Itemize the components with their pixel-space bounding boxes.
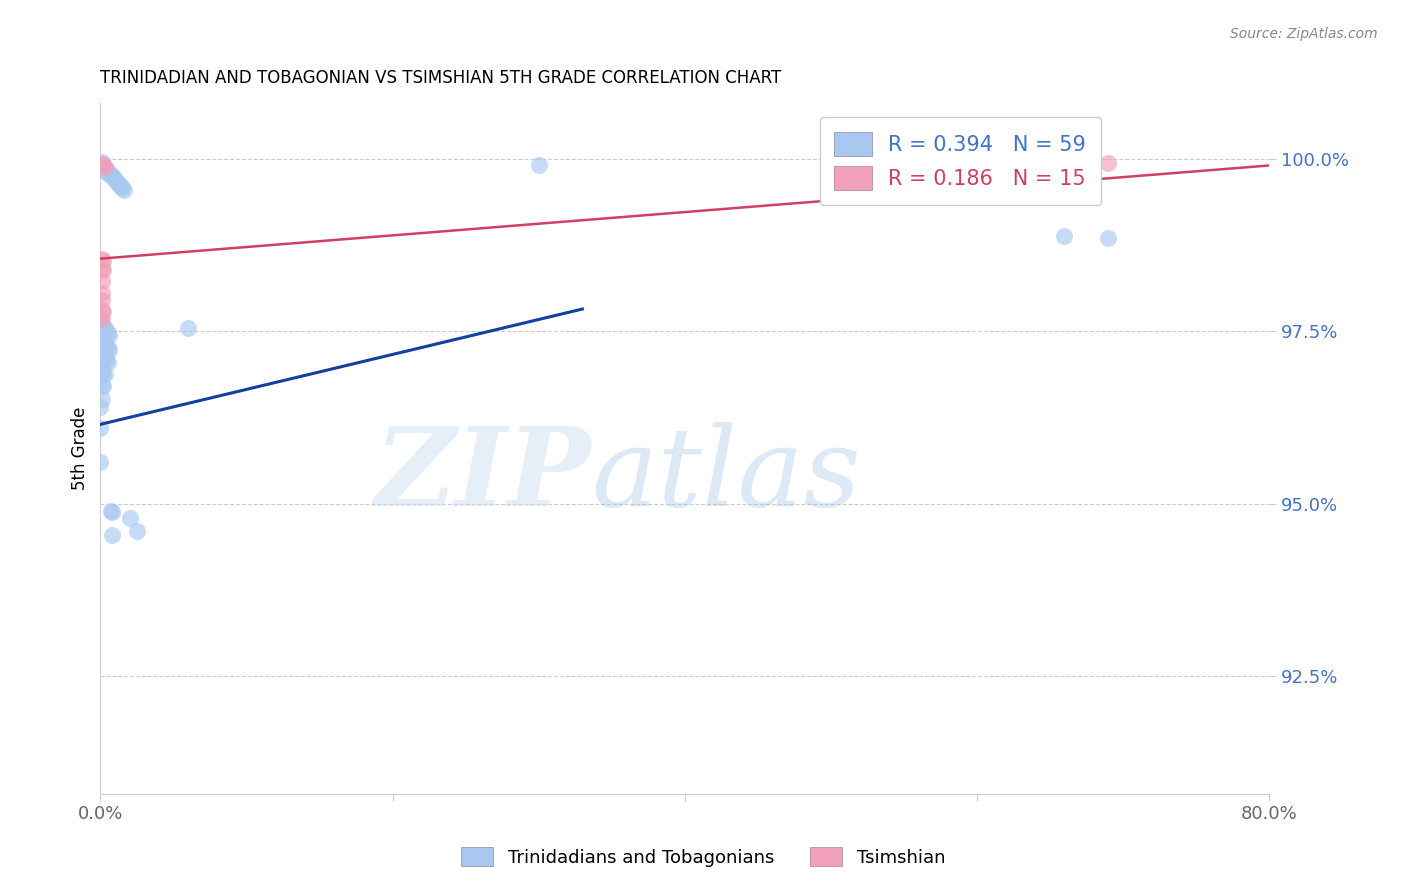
Point bbox=[90, 334, 112, 349]
Point bbox=[90, 157, 112, 171]
Point bbox=[90, 378, 112, 392]
Point bbox=[96, 324, 118, 338]
Point bbox=[100, 168, 122, 182]
Point bbox=[91, 366, 114, 380]
Point bbox=[104, 172, 127, 186]
Point bbox=[90, 342, 112, 356]
Text: Source: ZipAtlas.com: Source: ZipAtlas.com bbox=[1230, 27, 1378, 41]
Point bbox=[177, 320, 200, 334]
Point bbox=[90, 303, 112, 318]
Point bbox=[91, 305, 114, 319]
Point bbox=[97, 342, 120, 356]
Point bbox=[93, 161, 115, 176]
Point bbox=[101, 528, 124, 542]
Text: ZIP: ZIP bbox=[374, 423, 591, 530]
Point bbox=[89, 455, 111, 469]
Point bbox=[93, 338, 115, 352]
Point bbox=[93, 323, 115, 337]
Point bbox=[93, 351, 115, 366]
Point bbox=[96, 353, 118, 368]
Point bbox=[89, 326, 111, 340]
Point bbox=[90, 286, 112, 301]
Point bbox=[107, 176, 129, 190]
Point bbox=[89, 421, 111, 435]
Point bbox=[111, 180, 134, 194]
Point bbox=[96, 339, 118, 353]
Point bbox=[105, 174, 128, 188]
Point bbox=[108, 178, 131, 192]
Point bbox=[90, 327, 112, 342]
Point bbox=[527, 159, 550, 173]
Point bbox=[90, 353, 112, 368]
Point bbox=[90, 364, 112, 378]
Point bbox=[90, 275, 112, 289]
Point bbox=[101, 505, 124, 519]
Point bbox=[89, 339, 111, 353]
Point bbox=[98, 167, 121, 181]
Point bbox=[90, 348, 112, 362]
Point bbox=[91, 253, 114, 268]
Text: atlas: atlas bbox=[591, 423, 860, 530]
Point bbox=[90, 392, 112, 406]
Point bbox=[1097, 231, 1119, 245]
Point bbox=[100, 503, 122, 517]
Point bbox=[91, 351, 114, 365]
Legend: Trinidadians and Tobagonians, Tsimshian: Trinidadians and Tobagonians, Tsimshian bbox=[453, 840, 953, 874]
Point bbox=[1053, 155, 1076, 169]
Point bbox=[98, 343, 121, 358]
Point bbox=[97, 326, 120, 340]
Point bbox=[91, 379, 114, 393]
Legend: R = 0.394   N = 59, R = 0.186   N = 15: R = 0.394 N = 59, R = 0.186 N = 15 bbox=[820, 117, 1101, 205]
Point bbox=[91, 159, 114, 173]
Point bbox=[91, 263, 114, 277]
Point bbox=[91, 335, 114, 350]
Point bbox=[91, 318, 114, 333]
Title: TRINIDADIAN AND TOBAGONIAN VS TSIMSHIAN 5TH GRADE CORRELATION CHART: TRINIDADIAN AND TOBAGONIAN VS TSIMSHIAN … bbox=[100, 69, 782, 87]
Point bbox=[118, 510, 141, 524]
Point bbox=[1097, 156, 1119, 170]
Point bbox=[89, 400, 111, 414]
Point bbox=[101, 169, 124, 183]
Point bbox=[90, 252, 112, 266]
Point bbox=[93, 320, 115, 334]
Point bbox=[103, 170, 125, 185]
Point bbox=[90, 293, 112, 307]
Point bbox=[91, 329, 114, 343]
Point bbox=[89, 351, 111, 366]
Point bbox=[93, 367, 115, 381]
Point bbox=[1053, 228, 1076, 243]
Point bbox=[125, 524, 148, 539]
Point bbox=[90, 311, 112, 326]
Point bbox=[98, 327, 121, 342]
Point bbox=[90, 155, 112, 169]
Point bbox=[91, 159, 114, 173]
Point bbox=[96, 165, 118, 179]
Point bbox=[112, 183, 135, 197]
Y-axis label: 5th Grade: 5th Grade bbox=[72, 407, 89, 491]
Point bbox=[97, 164, 120, 178]
Point bbox=[90, 318, 112, 332]
Point bbox=[93, 160, 115, 174]
Point bbox=[90, 262, 112, 277]
Point bbox=[97, 355, 120, 369]
Point bbox=[110, 179, 132, 194]
